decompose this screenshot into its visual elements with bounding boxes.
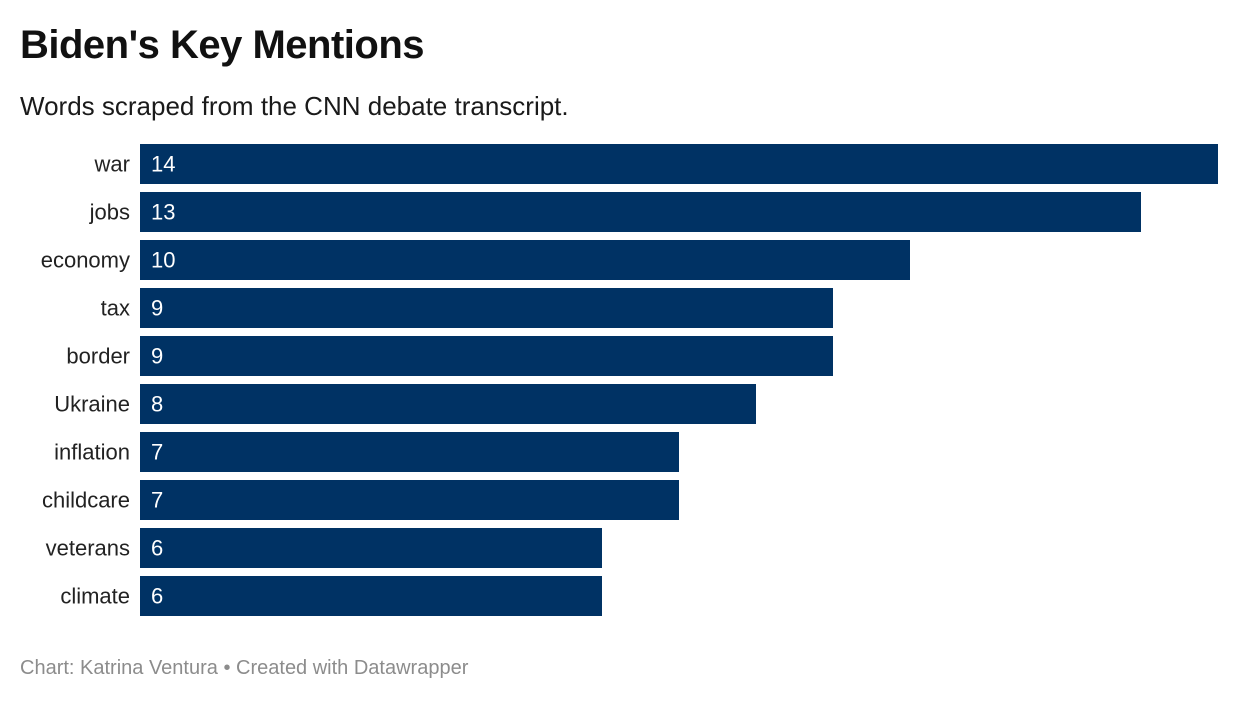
chart-footer: Chart: Katrina Ventura • Created with Da… [20,655,468,681]
value-label-inflation: 7 [151,440,163,465]
value-label-climate: 6 [151,584,163,609]
chart-title: Biden's Key Mentions [20,23,425,67]
category-label-childcare: childcare [42,488,130,513]
value-label-tax: 9 [151,296,163,321]
category-label-war: war [94,152,130,177]
category-label-climate: climate [60,584,130,609]
footer-separator: • [223,657,231,679]
value-label-ukraine: 8 [151,392,163,417]
bar-childcare [140,480,679,520]
value-label-jobs: 13 [151,200,175,225]
category-label-border: border [66,344,130,369]
bar-border [140,336,833,376]
footer-tool: Created with Datawrapper [236,657,469,679]
category-label-ukraine: Ukraine [54,392,130,417]
category-label-economy: economy [41,248,130,273]
value-label-childcare: 7 [151,488,163,513]
chart-subtitle: Words scraped from the CNN debate transc… [20,91,569,121]
category-label-veterans: veterans [46,536,130,561]
bar-ukraine [140,384,756,424]
bar-economy [140,240,910,280]
value-label-economy: 10 [151,248,175,273]
bar-tax [140,288,833,328]
bar-climate [140,576,602,616]
bar-inflation [140,432,679,472]
value-label-war: 14 [151,152,175,177]
value-label-border: 9 [151,344,163,369]
bar-jobs [140,192,1141,232]
bar-veterans [140,528,602,568]
value-label-veterans: 6 [151,536,163,561]
category-label-inflation: inflation [54,440,130,465]
category-label-jobs: jobs [89,200,130,225]
category-label-tax: tax [101,296,130,321]
footer-credit: Chart: Katrina Ventura [20,657,218,679]
bar-war [140,144,1218,184]
